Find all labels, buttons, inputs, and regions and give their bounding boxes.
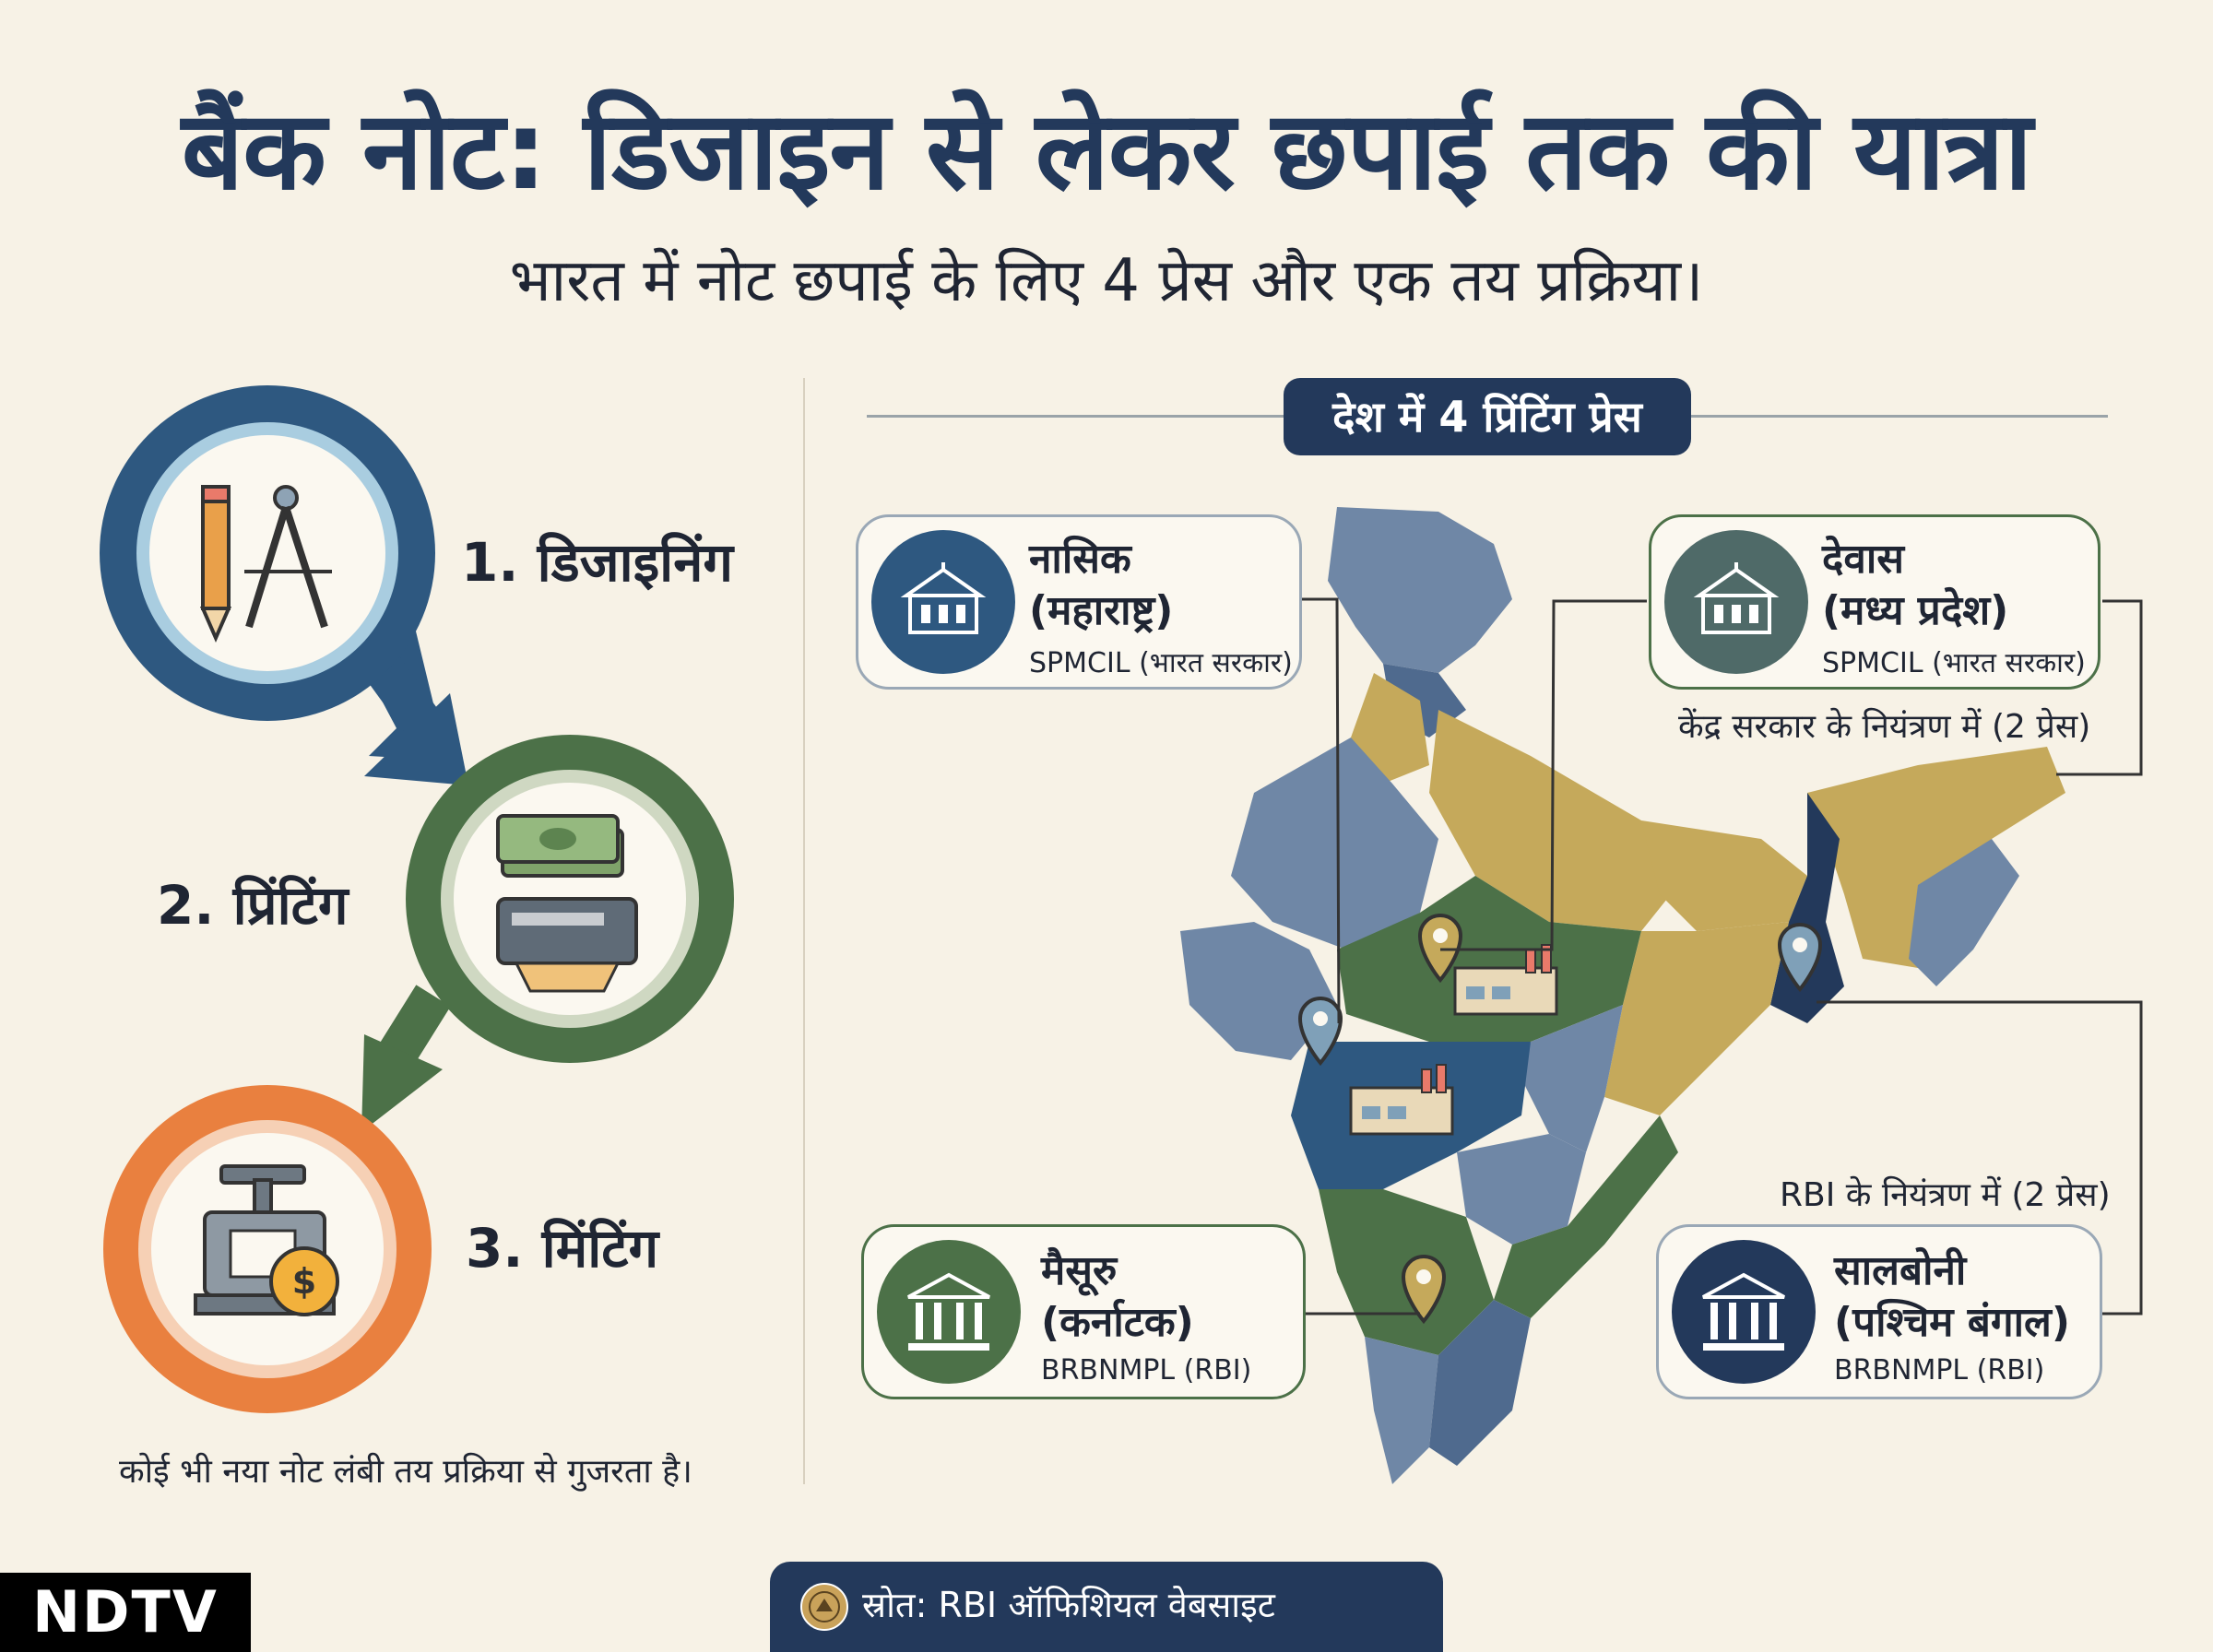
map-region-gujarat bbox=[1180, 922, 1337, 1060]
step-1-label: 1. डिजाइनिंग bbox=[461, 531, 734, 594]
bank-building-icon bbox=[877, 1240, 1021, 1384]
process-flow-graphic: $ bbox=[100, 385, 734, 1413]
factory-devas-icon bbox=[1453, 944, 1558, 1016]
map-region-kerala bbox=[1365, 1337, 1438, 1484]
press-card-salboni: सालबोनी (पश्चिम बंगाल) BRBNMPL (RBI) bbox=[1656, 1224, 2102, 1399]
step-2-circle bbox=[406, 735, 734, 1063]
flow-arrow-2-icon bbox=[361, 985, 451, 1132]
map-pin-nasik-icon bbox=[1297, 997, 1343, 1067]
badge-rule-right bbox=[1691, 415, 2108, 418]
press-city-salboni: सालबोनी bbox=[1834, 1247, 1967, 1294]
press-card-mysuru: मैसूरु (कर्नाटक) BRBNMPL (RBI) bbox=[861, 1224, 1306, 1399]
map-region-north bbox=[1328, 507, 1512, 673]
india-map bbox=[1180, 507, 2065, 1484]
factory-nasik-icon bbox=[1349, 1064, 1454, 1136]
presses-badge: देश में 4 प्रिंटिंग प्रेस bbox=[1284, 378, 1691, 455]
press-city-devas: देवास bbox=[1822, 536, 1904, 583]
bank-building-icon bbox=[1672, 1240, 1816, 1384]
process-caption: कोई भी नया नोट लंबी तय प्रक्रिया से गुजर… bbox=[119, 1453, 692, 1491]
press-state-salboni: (पश्चिम बंगाल) bbox=[1834, 1299, 2071, 1346]
source-text: स्रोत: RBI ऑफिशियल वेबसाइट bbox=[862, 1585, 1275, 1625]
government-building-icon bbox=[1664, 530, 1808, 674]
map-region-rajasthan bbox=[1231, 738, 1438, 950]
map-region-bihar bbox=[1641, 820, 1807, 931]
map-region-odisha bbox=[1604, 922, 1789, 1115]
press-card-devas: देवास (मध्य प्रदेश) SPMCIL (भारत सरकार) bbox=[1649, 514, 2101, 690]
section-divider bbox=[803, 378, 805, 1484]
press-city-mysuru: मैसूरु bbox=[1041, 1247, 1118, 1294]
press-city-nasik: नासिक bbox=[1029, 536, 1131, 583]
coin-press-icon: $ bbox=[194, 1164, 339, 1316]
press-card-nasik: नासिक (महाराष्ट्र) SPMCIL (भारत सरकार) bbox=[856, 514, 1302, 690]
rbi-seal-icon bbox=[800, 1583, 848, 1631]
map-pin-mysuru-icon bbox=[1401, 1255, 1447, 1325]
page-subtitle: भारत में नोट छपाई के लिए 4 प्रेस और एक त… bbox=[509, 247, 1704, 315]
map-region-madhya-pradesh bbox=[1337, 876, 1641, 1042]
map-region-telangana bbox=[1457, 1134, 1586, 1245]
page-title: बैंक नोट: डिजाइन से लेकर छपाई तक की यात्… bbox=[181, 87, 2032, 214]
map-region-northeast-east bbox=[1909, 839, 2019, 986]
ndtv-logo: NDTV bbox=[0, 1573, 251, 1652]
step-2-label: 2. प्रिंटिंग bbox=[157, 874, 349, 937]
press-org-nasik: SPMCIL (भारत सरकार) bbox=[1029, 647, 1293, 679]
press-org-salboni: BRBNMPL (RBI) bbox=[1834, 1354, 2045, 1386]
map-region-tamil-nadu bbox=[1429, 1300, 1531, 1466]
map-region-northeast bbox=[1807, 747, 2065, 968]
central-control-note: केंद्र सरकार के नियंत्रण में (2 प्रेस) bbox=[1678, 708, 2091, 746]
map-region-andhra-pradesh bbox=[1494, 1115, 1678, 1318]
map-region-chhattisgarh bbox=[1521, 1005, 1623, 1152]
money-printer-icon bbox=[496, 814, 638, 993]
map-pin-salboni-icon bbox=[1777, 923, 1823, 993]
svg-text:$: $ bbox=[292, 1261, 316, 1302]
rbi-control-note: RBI के नियंत्रण में (2 प्रेस) bbox=[1780, 1176, 2111, 1214]
press-state-mysuru: (कर्नाटक) bbox=[1041, 1299, 1194, 1346]
government-building-icon bbox=[871, 530, 1015, 674]
press-state-devas: (मध्य प्रदेश) bbox=[1822, 587, 2009, 634]
step-1-circle bbox=[100, 385, 435, 721]
step-3-label: 3. मिंटिंग bbox=[466, 1217, 659, 1280]
map-region-punjab bbox=[1351, 673, 1429, 784]
map-pin-devas-icon bbox=[1417, 914, 1463, 984]
press-org-mysuru: BRBNMPL (RBI) bbox=[1041, 1354, 1252, 1386]
press-org-devas: SPMCIL (भारत सरकार) bbox=[1822, 647, 2086, 679]
badge-rule-left bbox=[867, 415, 1284, 418]
pencil-compass-icon bbox=[199, 485, 332, 643]
step-3-circle: $ bbox=[103, 1085, 432, 1413]
press-state-nasik: (महाराष्ट्र) bbox=[1029, 587, 1174, 634]
source-bar: स्रोत: RBI ऑफिशियल वेबसाइट bbox=[770, 1562, 1443, 1652]
